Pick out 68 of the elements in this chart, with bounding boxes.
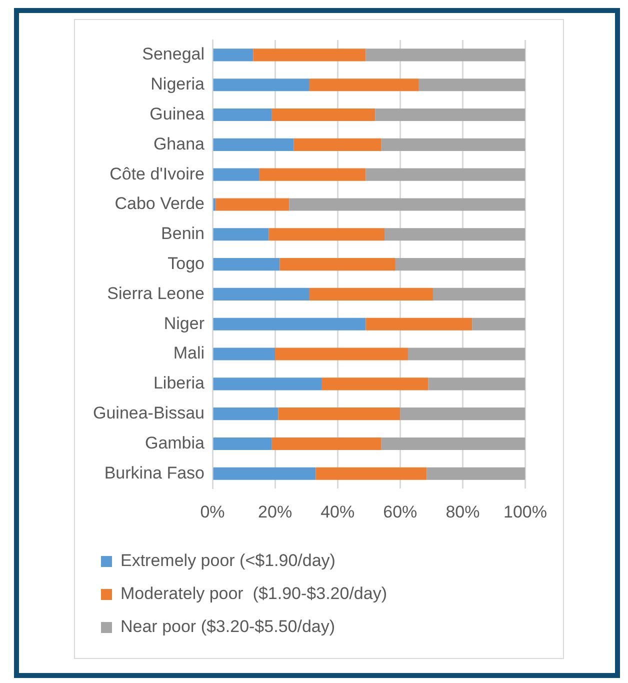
y-tick-label: Sierra Leone bbox=[107, 284, 205, 303]
bar bbox=[213, 138, 294, 151]
bar bbox=[381, 437, 526, 450]
legend-label: Extremely poor (<$1.90/day) bbox=[120, 551, 336, 570]
bar bbox=[213, 288, 310, 300]
y-tick-label: Côte d'Ivoire bbox=[110, 164, 205, 184]
bar bbox=[472, 318, 526, 330]
bar bbox=[253, 48, 366, 62]
bar bbox=[384, 228, 526, 241]
y-tick-label: Guinea bbox=[150, 104, 206, 124]
bar bbox=[309, 288, 433, 300]
bar bbox=[400, 408, 526, 420]
y-tick-label: Cabo Verde bbox=[114, 194, 205, 214]
bar bbox=[428, 378, 526, 390]
bar bbox=[213, 168, 260, 181]
x-tick-label: 40% bbox=[320, 502, 355, 522]
bar bbox=[426, 467, 526, 480]
bar bbox=[213, 228, 269, 241]
bar bbox=[381, 138, 526, 151]
bar bbox=[213, 258, 280, 271]
x-tick-label: 20% bbox=[258, 502, 292, 522]
legend-label: Moderately poor ($1.90-$3.20/day) bbox=[120, 584, 387, 604]
bar bbox=[375, 108, 526, 122]
x-tick-label: 100% bbox=[504, 502, 547, 522]
bar bbox=[366, 48, 526, 62]
y-tick-label: Burkina Faso bbox=[104, 463, 205, 482]
y-tick-label: Niger bbox=[164, 314, 205, 333]
bar bbox=[278, 408, 400, 420]
bar bbox=[259, 168, 366, 181]
bar bbox=[213, 378, 322, 390]
bar bbox=[213, 348, 276, 360]
bar bbox=[280, 258, 396, 271]
y-tick-label: Togo bbox=[168, 254, 205, 273]
bar bbox=[213, 437, 272, 450]
bar bbox=[275, 348, 408, 360]
x-tick-label: 60% bbox=[383, 502, 418, 522]
bar bbox=[366, 318, 472, 330]
bar bbox=[395, 258, 526, 271]
bar bbox=[309, 78, 419, 92]
bar bbox=[213, 78, 310, 92]
bar bbox=[268, 228, 385, 241]
y-tick-label: Mali bbox=[173, 344, 205, 363]
y-tick-label: Senegal bbox=[142, 44, 205, 64]
bar bbox=[272, 108, 376, 122]
y-tick-label: Nigeria bbox=[150, 74, 206, 94]
bar bbox=[213, 108, 272, 122]
bar bbox=[322, 378, 428, 390]
y-tick-label: Benin bbox=[161, 224, 205, 244]
bar bbox=[213, 467, 316, 480]
bar bbox=[216, 198, 290, 211]
bar bbox=[316, 467, 427, 480]
y-tick-label: Ghana bbox=[153, 134, 206, 154]
bar bbox=[294, 138, 382, 151]
x-tick-label: 80% bbox=[446, 502, 480, 522]
bar bbox=[213, 408, 278, 420]
bar bbox=[418, 78, 526, 92]
x-tick-label: 0% bbox=[200, 502, 225, 522]
y-tick-label: Liberia bbox=[153, 374, 206, 393]
bar bbox=[213, 318, 366, 330]
bar bbox=[366, 168, 526, 181]
y-tick-label: Guinea-Bissau bbox=[92, 404, 205, 423]
bar bbox=[289, 198, 526, 211]
legend-label: Near poor ($3.20-$5.50/day) bbox=[120, 617, 336, 636]
bar bbox=[272, 437, 382, 450]
y-tick-label: Gambia bbox=[144, 433, 206, 452]
bar bbox=[433, 288, 526, 300]
bar bbox=[408, 348, 526, 360]
bar bbox=[213, 48, 254, 62]
